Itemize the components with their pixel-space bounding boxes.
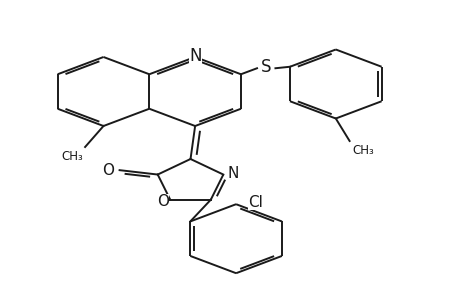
Text: S: S [260,58,271,76]
Text: O: O [157,194,169,209]
Text: N: N [189,46,201,64]
Text: N: N [227,166,239,181]
Text: CH₃: CH₃ [61,150,83,163]
Text: CH₃: CH₃ [351,144,373,157]
Text: Cl: Cl [247,195,262,210]
Text: O: O [102,163,114,178]
